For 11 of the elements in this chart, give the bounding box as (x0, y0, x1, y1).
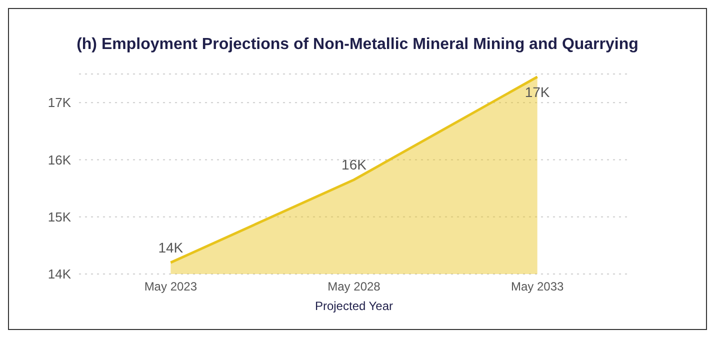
x-tick-label: May 2033 (510, 280, 564, 294)
data-label: 14K (158, 240, 184, 256)
y-tick-label: 17K (48, 95, 72, 110)
y-tick-label: 16K (48, 152, 72, 168)
x-axis-title: Projected Year (314, 299, 394, 313)
y-tick-label: 14K (48, 266, 72, 282)
x-tick-label: May 2023 (144, 280, 198, 294)
data-label: 16K (342, 156, 368, 173)
chart-title: (h) Employment Projections of Non-Metallic Mineral Mining and Quarrying (76, 36, 640, 54)
x-tick-label: May 2028 (328, 280, 381, 294)
y-tick-label: 15K (48, 209, 72, 224)
